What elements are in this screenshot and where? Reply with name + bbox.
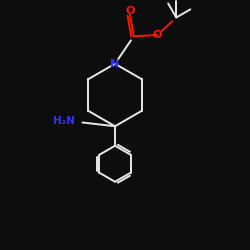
Text: N: N <box>110 59 120 69</box>
Text: O: O <box>153 30 162 40</box>
Text: O: O <box>125 6 135 16</box>
Text: H₂N: H₂N <box>53 116 75 126</box>
